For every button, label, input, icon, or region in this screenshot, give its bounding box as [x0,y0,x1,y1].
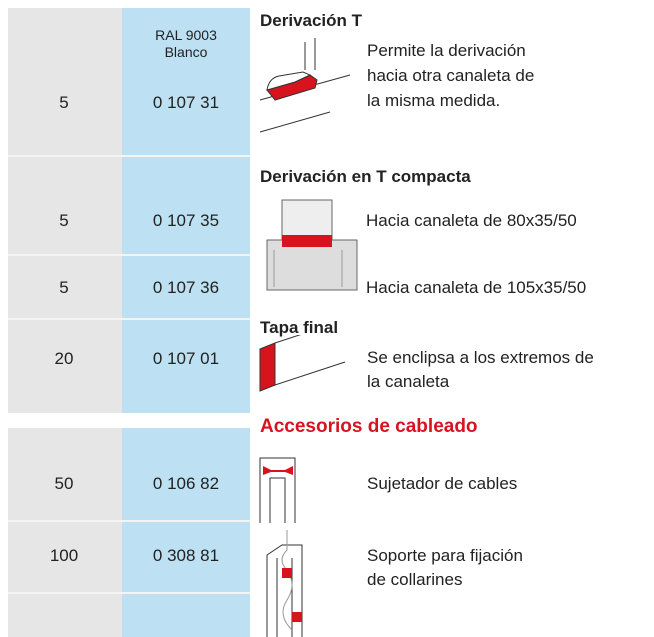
icon-t-derivation [259,38,351,133]
qty-column [8,8,122,413]
code: 0 107 01 [152,349,220,368]
description: la misma medida. [367,91,501,110]
qty-column [8,428,122,637]
qty: 5 [59,278,69,297]
qty: 20 [54,349,74,368]
qty: 5 [59,211,69,230]
description: Se enclipsa a los extremos de [367,348,594,367]
code-column [122,428,250,637]
row-separator [8,155,250,157]
icon-cable-holder [259,457,296,523]
qty: 100 [49,546,79,565]
section-title: Derivación en T compacta [260,167,471,186]
code: 0 107 31 [152,93,220,112]
code: 0 106 82 [152,474,220,493]
row-separator [8,318,250,320]
description: Hacia canaleta de 105x35/50 [366,278,587,297]
description: Hacia canaleta de 80x35/50 [366,211,577,230]
icon-end-cap [259,335,346,392]
code: 0 308 81 [152,546,220,565]
description: hacia otra canaleta de [367,66,535,85]
qty: 50 [54,474,74,493]
section-title: Derivación T [260,11,363,30]
qty: 5 [59,93,69,112]
row-separator [8,592,250,594]
code: 0 107 35 [152,211,220,230]
description: la canaleta [367,372,450,391]
icon-collar-support [266,530,303,637]
section-title: Accesorios de cableado [260,416,478,437]
code: 0 107 36 [152,278,220,297]
row-separator [8,254,250,256]
header-line: Blanco [164,44,208,60]
icon-t-compact [266,199,358,291]
code-column [122,8,250,413]
row-separator [8,520,250,522]
description: Sujetador de cables [367,474,518,493]
description: Permite la derivación [367,41,526,60]
header-line: RAL 9003 [155,27,217,43]
description: de collarines [367,570,463,589]
description: Soporte para fijación [367,546,523,565]
section-title: Tapa final [260,318,339,337]
